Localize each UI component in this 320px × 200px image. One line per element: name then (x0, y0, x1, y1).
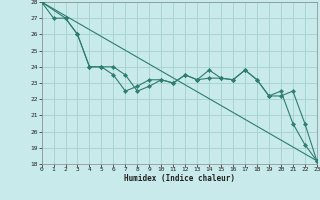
X-axis label: Humidex (Indice chaleur): Humidex (Indice chaleur) (124, 174, 235, 183)
